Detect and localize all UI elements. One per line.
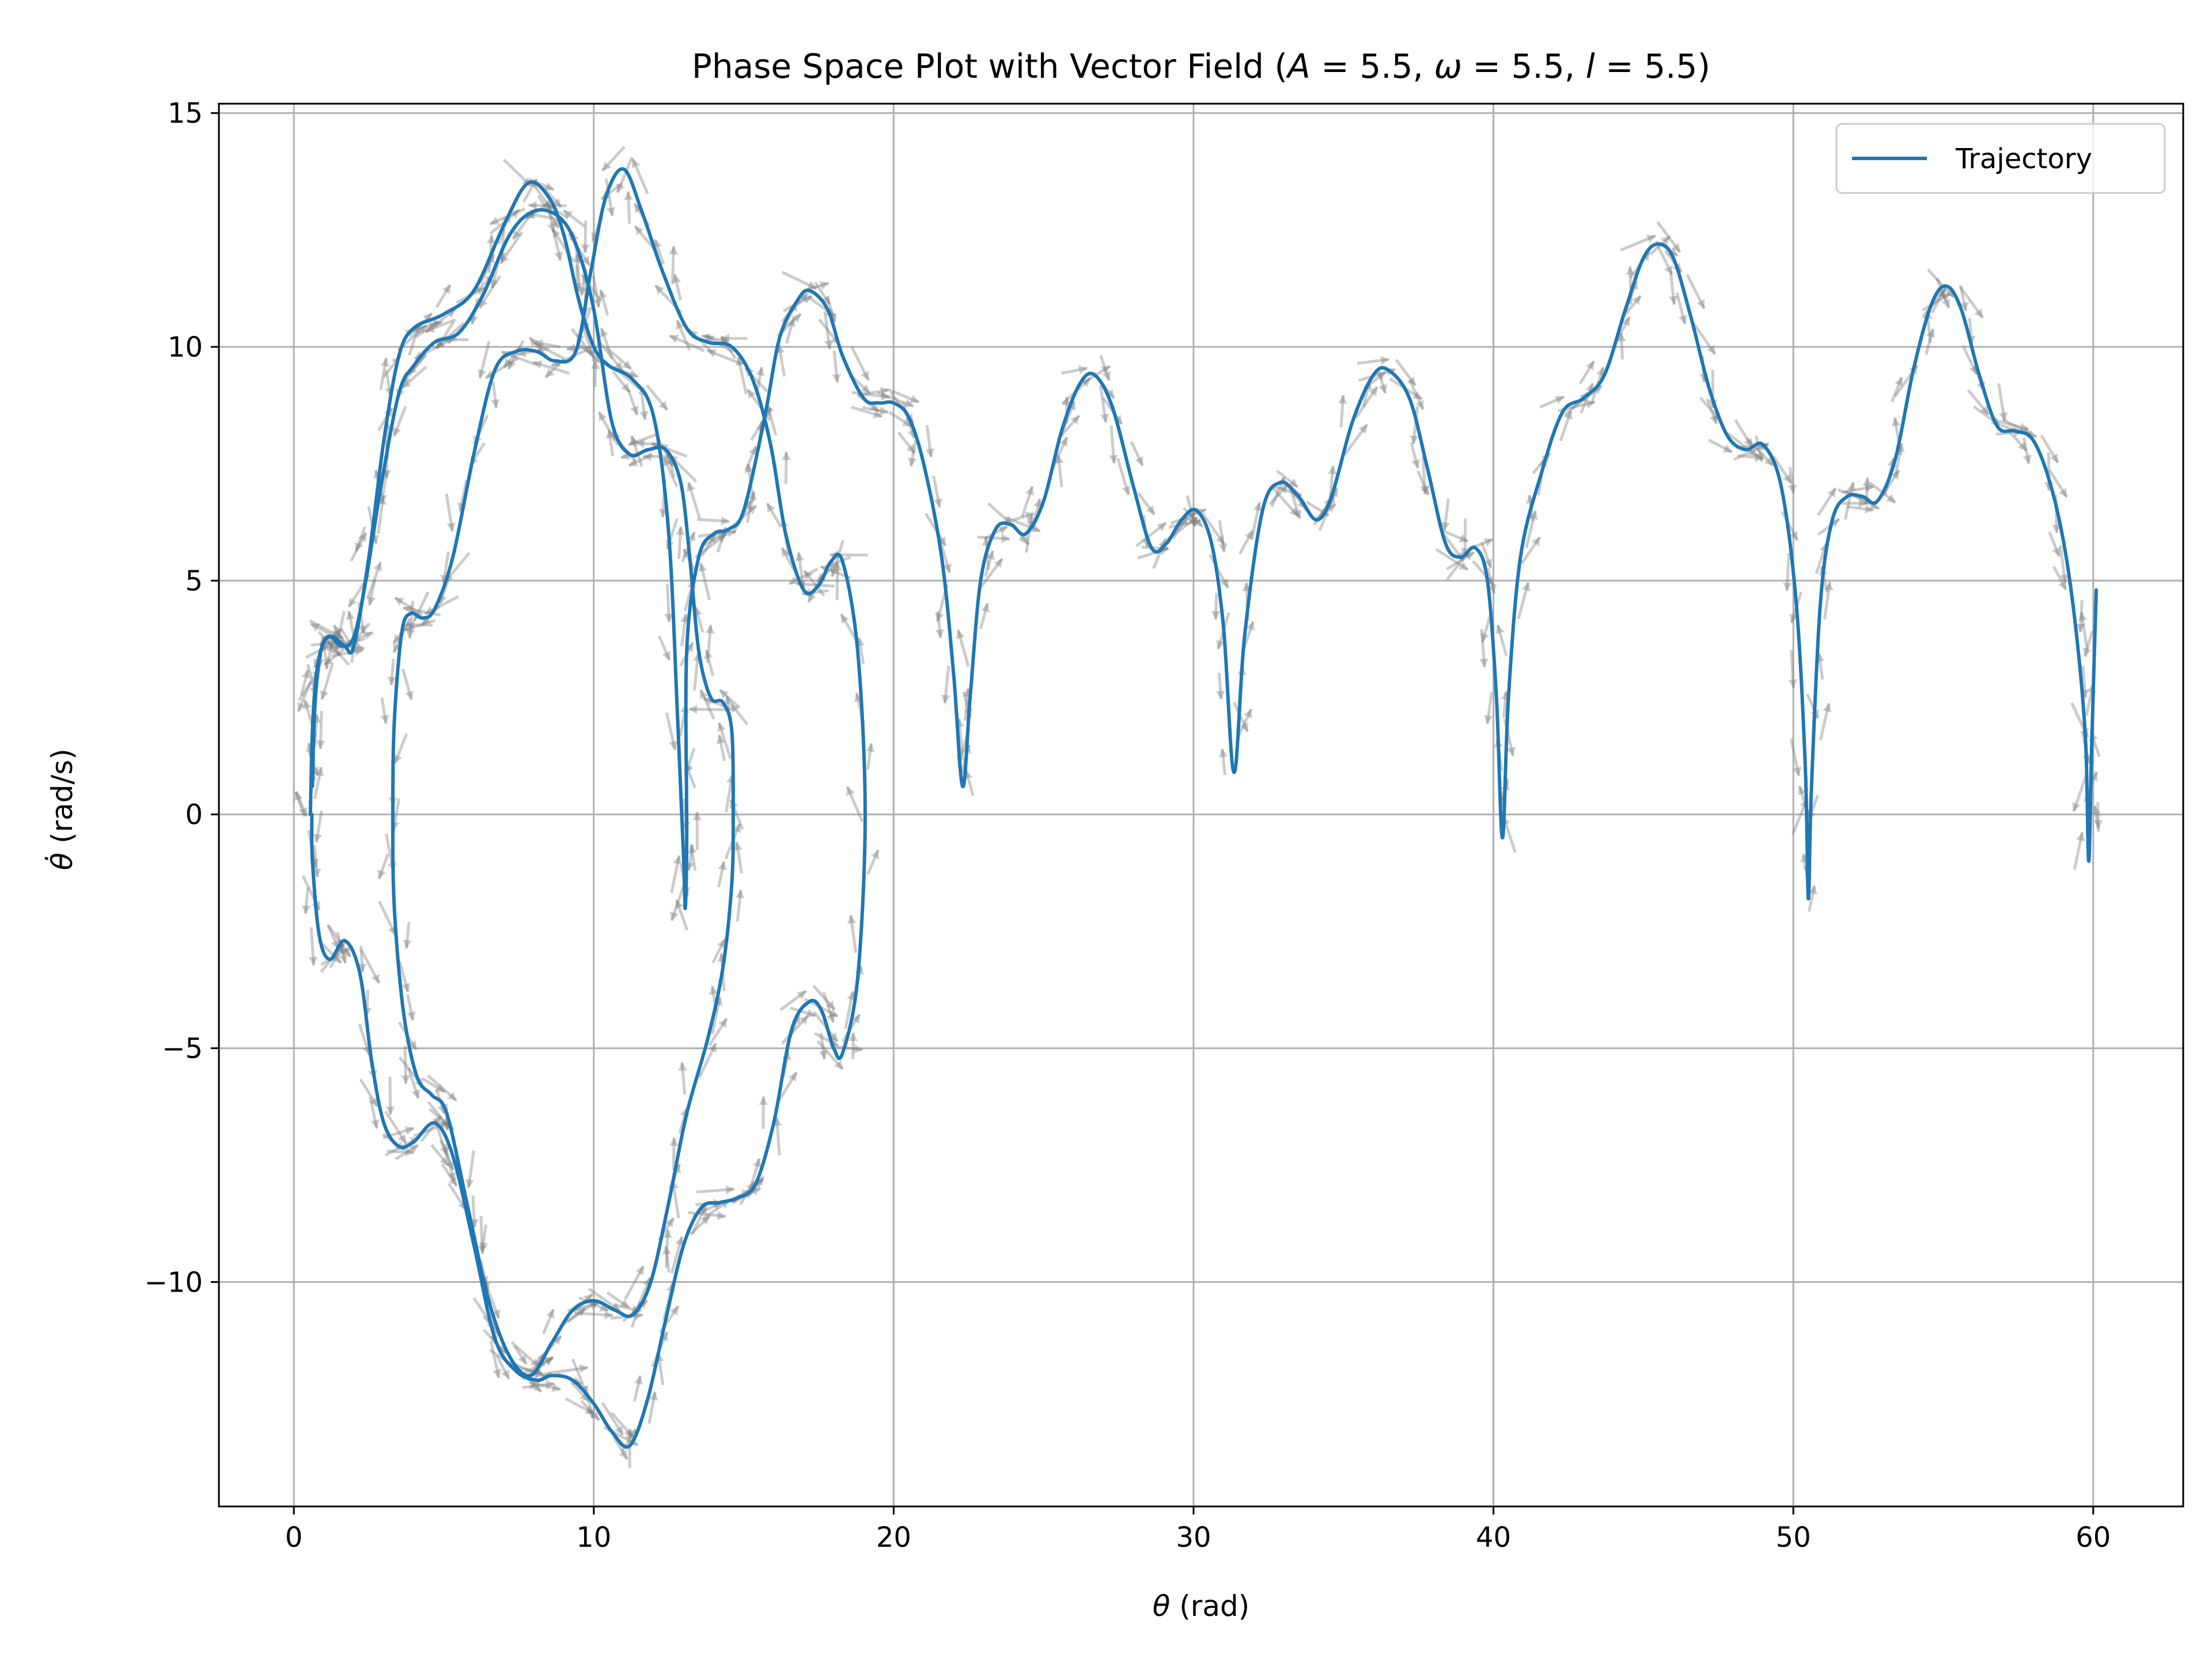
x-tick-label: 50 <box>1776 1521 1811 1554</box>
title-symbol-omega: ω <box>1434 47 1462 86</box>
y-tick-label: 10 <box>168 331 203 364</box>
title-value-omega: = 5.5, <box>1462 47 1586 86</box>
y-tick-label: −5 <box>162 1033 203 1065</box>
legend-label-trajectory: Trajectory <box>1955 143 2092 175</box>
title-prefix: Phase Space Plot with Vector Field ( <box>692 47 1287 86</box>
x-tick-label: 60 <box>2075 1521 2111 1554</box>
title-value-l: = 5.5) <box>1595 47 1710 86</box>
y-axis-symbol: θ̇ <box>45 853 79 870</box>
title-symbol-a: A <box>1285 47 1310 86</box>
x-tick-label: 20 <box>876 1521 911 1554</box>
title-value-a: = 5.5, <box>1310 47 1434 86</box>
chart-title: Phase Space Plot with Vector Field (A = … <box>692 47 1710 86</box>
y-tick-label: −10 <box>145 1266 203 1298</box>
x-axis-unit: (rad) <box>1170 1589 1249 1623</box>
legend: Trajectory <box>1836 124 2165 193</box>
y-axis-unit: (rad/s) <box>46 748 79 853</box>
y-tick-label: 15 <box>168 97 203 130</box>
y-tick-label: 0 <box>185 799 203 831</box>
title-symbol-l: l <box>1586 47 1595 86</box>
y-axis-label: θ̇ (rad/s) <box>45 748 79 870</box>
y-tick-label: 5 <box>185 565 203 597</box>
x-tick-label: 10 <box>576 1521 611 1554</box>
x-tick-label: 0 <box>285 1521 303 1554</box>
x-tick-label: 30 <box>1176 1521 1211 1554</box>
x-axis-label: θ (rad) <box>1153 1589 1249 1623</box>
x-tick-label: 40 <box>1476 1521 1511 1554</box>
x-axis-symbol: θ <box>1153 1589 1171 1623</box>
